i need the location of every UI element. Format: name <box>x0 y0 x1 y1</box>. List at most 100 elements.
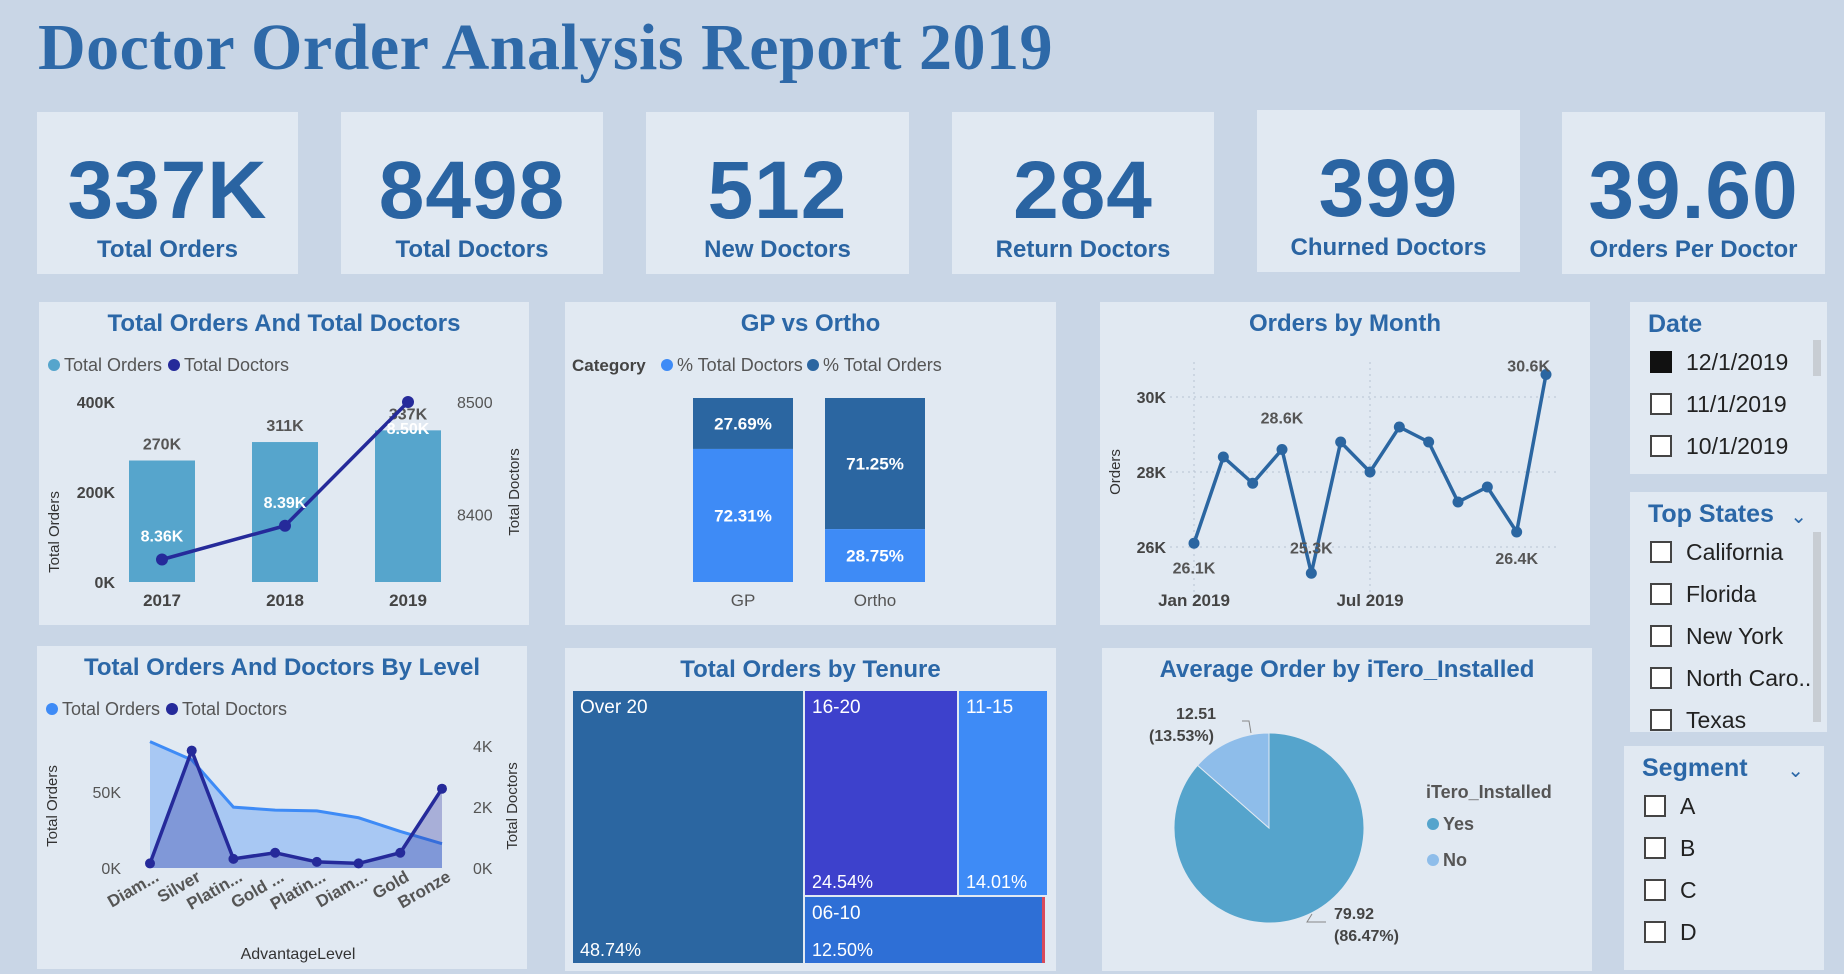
doctors-point[interactable] <box>279 519 291 532</box>
x-tick-label: Jan 2019 <box>1158 591 1230 610</box>
checkbox[interactable] <box>1650 709 1672 731</box>
segment-option[interactable]: C <box>1644 875 1697 905</box>
option-label: New York <box>1686 622 1784 649</box>
kpi-return-doctors[interactable]: 284 Return Doctors <box>952 112 1214 274</box>
segment-pct-orders[interactable] <box>825 398 925 530</box>
orders-point[interactable] <box>1335 436 1347 448</box>
doctors-point[interactable] <box>402 396 414 408</box>
top-states-slicer[interactable]: Top States ⌄ California Florida New York… <box>1630 492 1827 732</box>
legend-dot-total-doctors <box>166 703 178 715</box>
legend-dot-total-doctors <box>168 359 180 371</box>
x-tick-label: 2018 <box>266 591 304 610</box>
orders-point[interactable] <box>1247 477 1259 489</box>
slicer-scrollbar[interactable] <box>1813 340 1821 376</box>
tenure-treemap-panel[interactable]: Total Orders by Tenure Over 20 48.74% 16… <box>565 648 1056 971</box>
segment-option[interactable]: B <box>1644 833 1695 863</box>
doctors-point[interactable] <box>156 553 168 566</box>
doctors-point[interactable] <box>186 745 197 756</box>
segment-pct-doctors[interactable] <box>825 529 925 582</box>
x-tick-label: 2017 <box>143 591 181 610</box>
doctors-point[interactable] <box>270 847 281 858</box>
treemap-tile-11-15[interactable]: 11-15 14.01% <box>959 691 1047 895</box>
checkbox[interactable] <box>1650 625 1672 647</box>
state-option[interactable]: California <box>1650 537 1783 567</box>
state-option[interactable]: Florida <box>1650 579 1756 609</box>
point-annotation: 26.4K <box>1495 551 1538 568</box>
gp-vs-ortho-panel[interactable]: GP vs Ortho Category % Total Doctors % T… <box>565 302 1056 625</box>
orders-point[interactable] <box>1217 451 1229 463</box>
pie-slice-no[interactable] <box>1196 732 1270 830</box>
legend-label: Yes <box>1443 814 1474 834</box>
checkbox[interactable] <box>1650 435 1672 457</box>
orders-by-month-panel[interactable]: Orders by Month Orders 26K 28K 30K Jan 2019… <box>1100 302 1590 625</box>
treemap-tile-over-20[interactable]: Over 20 48.74% <box>573 691 803 963</box>
orders-point[interactable] <box>1188 537 1200 549</box>
chart-title: Average Order by iTero_Installed <box>1159 656 1535 683</box>
orders-point[interactable] <box>1276 444 1288 455</box>
kpi-total-doctors[interactable]: 8498 Total Doctors <box>341 112 603 274</box>
checkbox-checked[interactable] <box>1650 351 1672 373</box>
segment-slicer[interactable]: Segment ⌄ A B C D <box>1624 746 1824 970</box>
checkbox[interactable] <box>1650 541 1672 563</box>
segment-option[interactable]: D <box>1644 917 1697 947</box>
date-option[interactable]: 10/1/2019 <box>1650 431 1788 461</box>
doctors-point[interactable] <box>145 858 155 869</box>
checkbox[interactable] <box>1650 583 1672 605</box>
doctors-point[interactable] <box>353 858 364 869</box>
doctors-point[interactable] <box>395 847 406 858</box>
orders-point[interactable] <box>1393 421 1405 433</box>
orders-doctors-chart-panel[interactable]: Total Orders And Total Doctors Total Ord… <box>39 302 529 625</box>
chevron-down-icon[interactable]: ⌄ <box>1790 504 1807 528</box>
checkbox[interactable] <box>1644 879 1666 901</box>
doctors-point[interactable] <box>437 783 447 794</box>
date-option[interactable]: 11/1/2019 <box>1650 389 1787 419</box>
bar-2019[interactable] <box>375 430 441 582</box>
bar-2018[interactable] <box>252 442 318 582</box>
segment-option[interactable]: A <box>1644 791 1695 821</box>
no-pct-label: (13.53%) <box>1149 728 1214 745</box>
legend-dot-total-orders <box>46 703 58 715</box>
state-option[interactable]: Texas <box>1650 705 1746 732</box>
itero-pie-panel[interactable]: Average Order by iTero_Installed iTero_I… <box>1102 648 1592 971</box>
option-label: C <box>1680 876 1697 903</box>
checkbox[interactable] <box>1650 393 1672 415</box>
checkbox[interactable] <box>1650 667 1672 689</box>
orders-point[interactable] <box>1423 436 1435 448</box>
orders-point[interactable] <box>1305 567 1317 579</box>
orders-point[interactable] <box>1540 369 1552 380</box>
x-tick-label: Jul 2019 <box>1336 591 1403 610</box>
orders-point[interactable] <box>1452 496 1464 508</box>
doctors-point[interactable] <box>311 856 322 867</box>
segment-pct-orders[interactable] <box>693 398 793 449</box>
doctors-point[interactable] <box>228 853 239 864</box>
pct-orders-label: 27.69% <box>714 414 772 433</box>
y2-tick-label: 8400 <box>457 508 493 525</box>
orders-point[interactable] <box>1481 481 1493 493</box>
kpi-total-orders[interactable]: 337K Total Orders <box>37 112 298 274</box>
date-option[interactable]: 12/1/2019 <box>1650 347 1788 377</box>
checkbox[interactable] <box>1644 795 1666 817</box>
state-option[interactable]: North Caro... <box>1650 663 1818 693</box>
checkbox[interactable] <box>1644 837 1666 859</box>
kpi-churned-doctors[interactable]: 399 Churned Doctors <box>1257 110 1520 272</box>
orders-point[interactable] <box>1364 466 1376 478</box>
x-tick-label: GP <box>731 591 756 610</box>
kpi-new-doctors[interactable]: 512 New Doctors <box>646 112 909 274</box>
legend-label: Total Orders <box>62 699 160 719</box>
tile-pct: 24.54% <box>812 872 874 892</box>
slicer-scrollbar[interactable] <box>1813 532 1821 722</box>
segment-pct-doctors[interactable] <box>693 448 793 582</box>
kpi-value: 284 <box>1013 145 1153 236</box>
checkbox[interactable] <box>1644 921 1666 943</box>
x-tick-label: Ortho <box>854 591 897 610</box>
state-option[interactable]: New York <box>1650 621 1783 651</box>
kpi-orders-per-doctor[interactable]: 39.60 Orders Per Doctor <box>1562 112 1825 274</box>
chevron-down-icon[interactable]: ⌄ <box>1787 758 1804 782</box>
option-label: 10/1/2019 <box>1686 432 1789 459</box>
treemap-tile-06-10[interactable]: 06-10 12.50% <box>805 897 1045 963</box>
y-axis-title: Total Orders <box>44 765 61 847</box>
date-slicer[interactable]: Date 12/1/2019 11/1/2019 10/1/2019 <box>1630 302 1827 474</box>
treemap-tile-16-20[interactable]: 16-20 24.54% <box>805 691 957 895</box>
orders-point[interactable] <box>1511 526 1523 538</box>
orders-by-level-panel[interactable]: Total Orders And Doctors By Level Total … <box>37 646 527 969</box>
